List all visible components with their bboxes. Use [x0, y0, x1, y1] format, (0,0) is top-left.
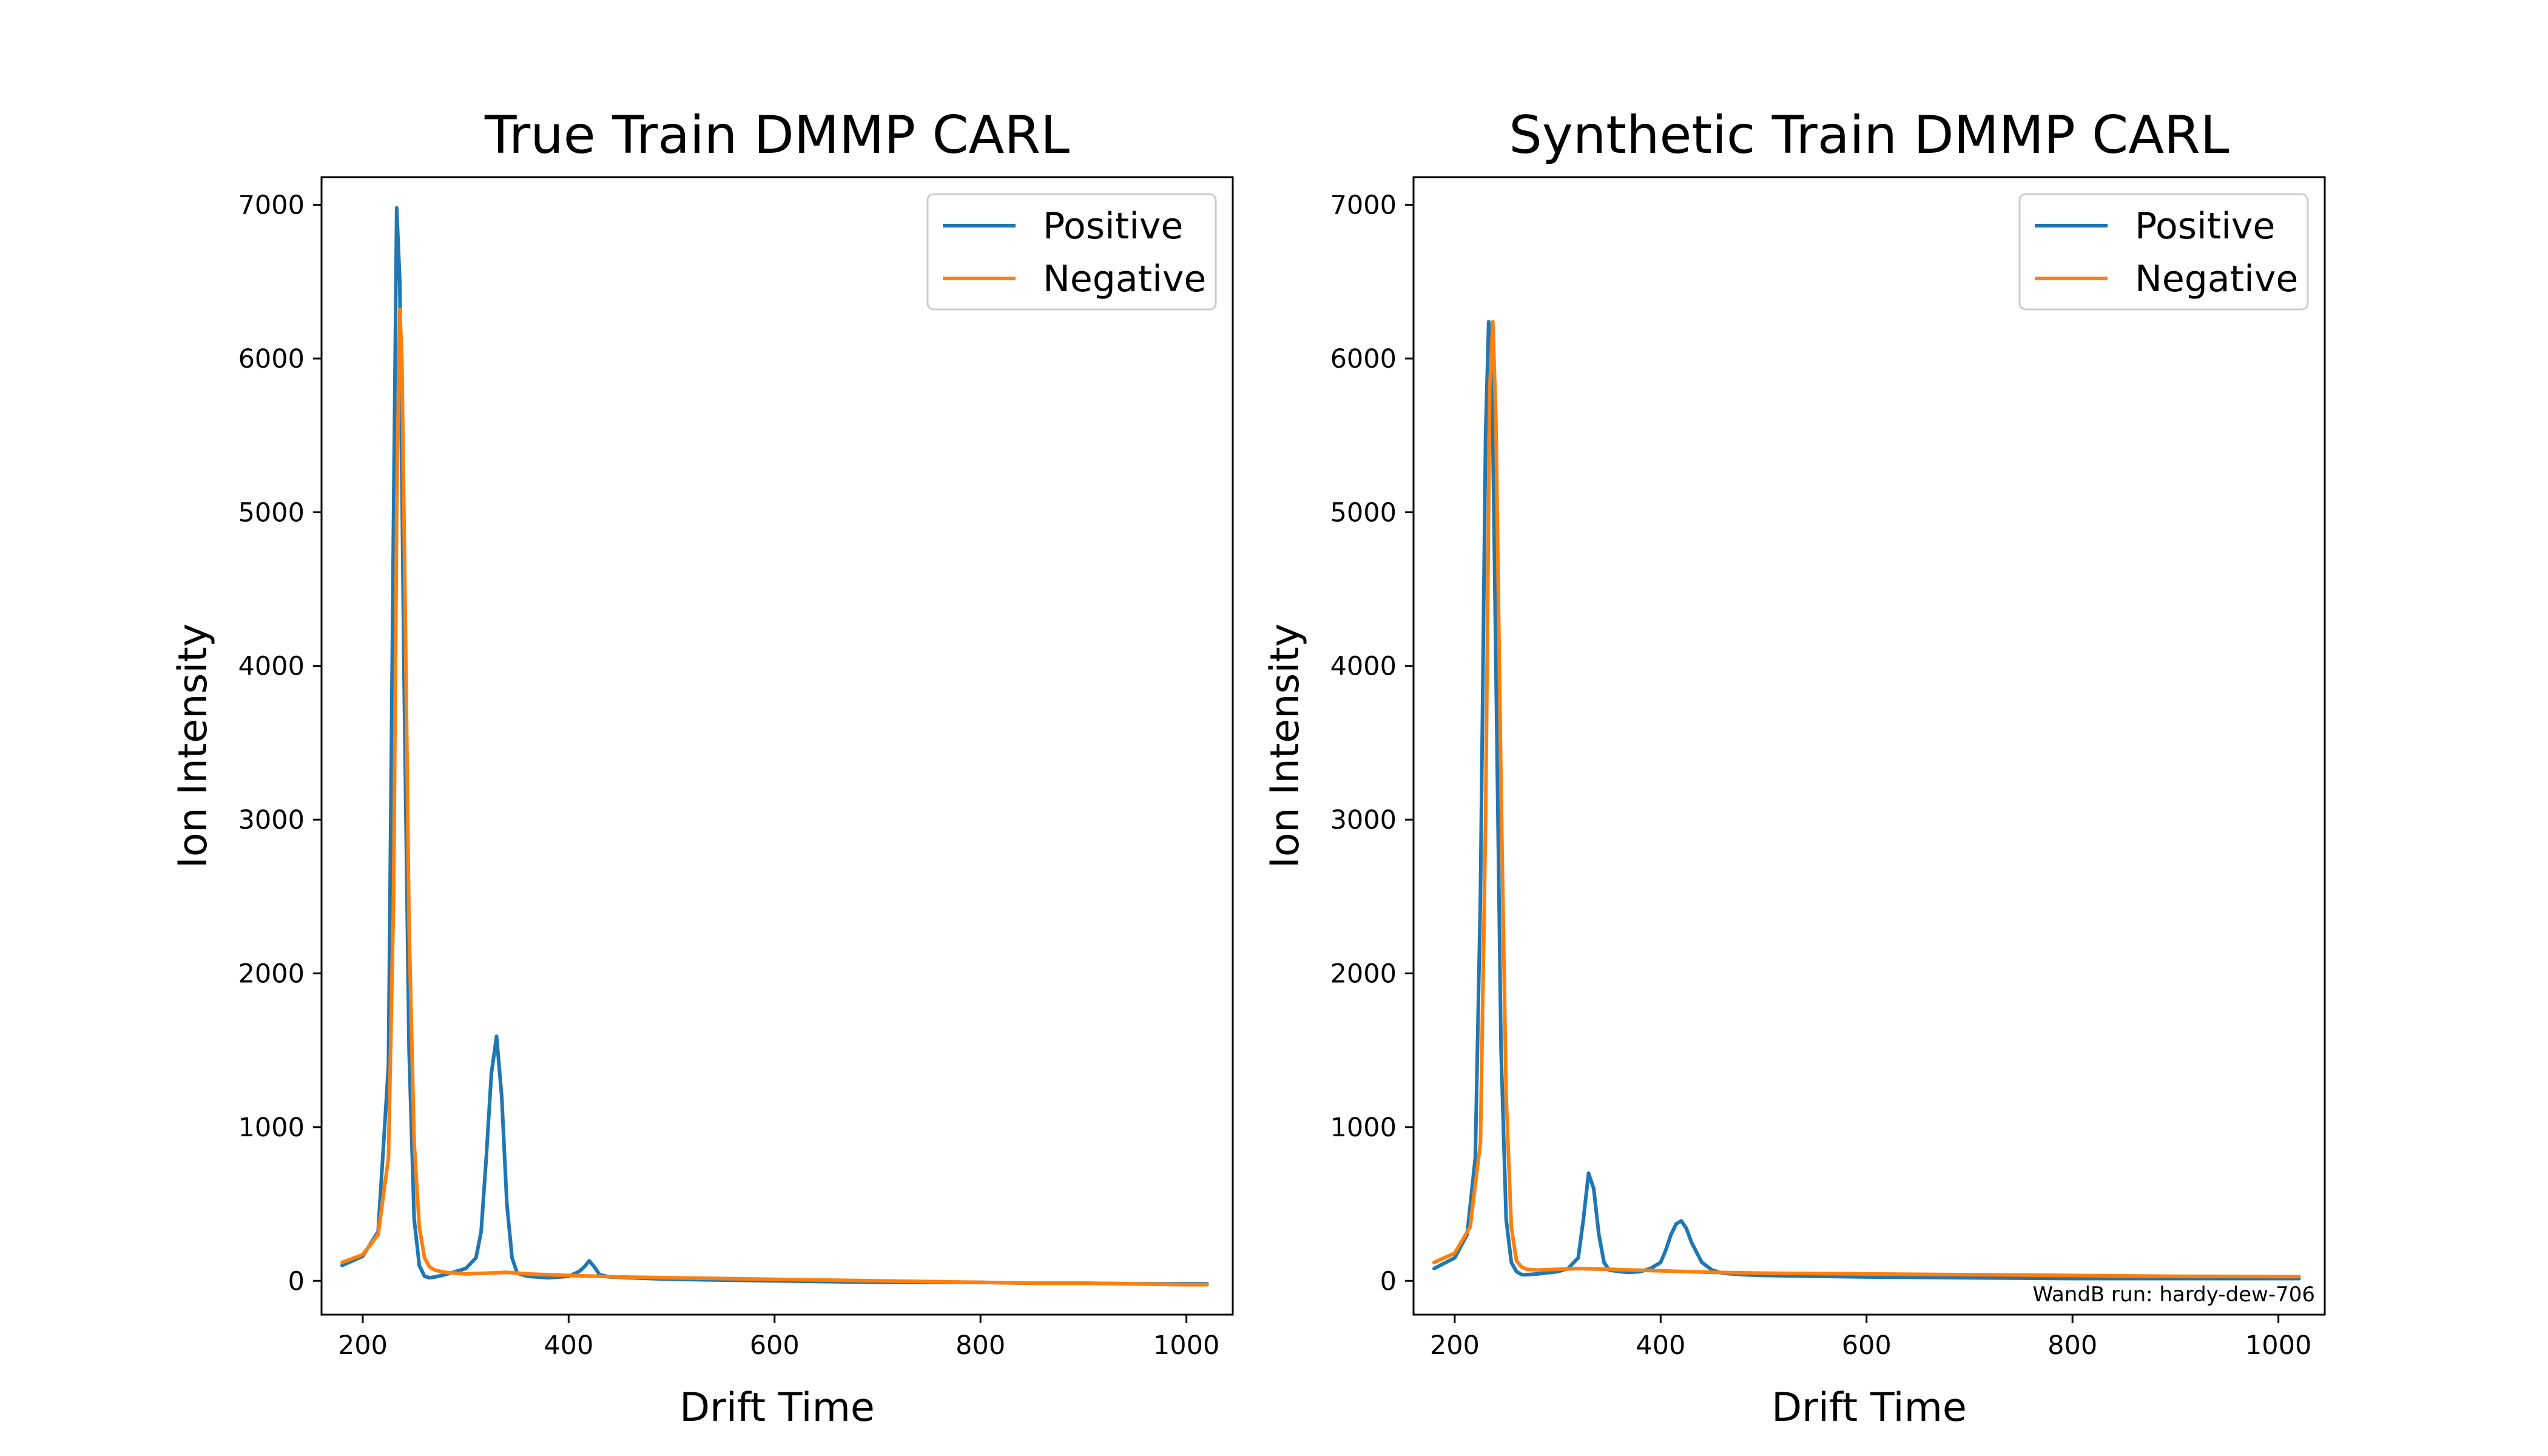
y-tick-label: 0	[1380, 1266, 1397, 1296]
legend-box	[926, 193, 1217, 311]
y-tick-label: 2000	[238, 959, 305, 989]
chart-title: Synthetic Train DMMP CARL	[1509, 105, 2230, 166]
chart-panel-1: True Train DMMP CARL 200 400 600 800 1000 0 100…	[170, 105, 1234, 1431]
x-tick-label: 200	[1430, 1330, 1480, 1361]
x-tick-label: 800	[2048, 1330, 2097, 1361]
y-tick-label: 5000	[1330, 497, 1397, 528]
x-tick-label: 800	[956, 1330, 1005, 1361]
plot-area	[320, 176, 1234, 1316]
chart-panel-2: Synthetic Train DMMP CARL 200 400 600 800 100…	[1262, 105, 2326, 1431]
x-tick-label: 400	[544, 1330, 593, 1361]
legend-label-negative: Negative	[1043, 258, 1206, 300]
y-tick-label: 0	[288, 1266, 305, 1296]
legend-label-positive: Positive	[2135, 205, 2275, 248]
run-annotation: WandB run: hardy-dew-706	[2033, 1282, 2316, 1307]
x-tick-label: 600	[750, 1330, 800, 1361]
y-tick-label: 2000	[1330, 959, 1397, 989]
x-tick-label: 400	[1636, 1330, 1685, 1361]
x-axis-label: Drift Time	[679, 1385, 875, 1431]
y-tick-label: 4000	[238, 652, 305, 682]
y-tick-label: 5000	[238, 497, 305, 528]
legend-label-positive: Positive	[1043, 205, 1183, 248]
y-tick-label: 1000	[238, 1113, 305, 1143]
y-tick-label: 4000	[1330, 652, 1397, 682]
x-tick-label: 600	[1842, 1330, 1892, 1361]
series-line-positive	[1432, 320, 2301, 1281]
series-line-negative	[1432, 320, 2301, 1279]
legend-label-negative: Negative	[2135, 258, 2298, 300]
y-tick-label: 6000	[1330, 344, 1397, 374]
y-tick-label: 3000	[1330, 805, 1397, 835]
y-axis-label: Ion Intensity	[170, 624, 216, 869]
legend: Positive Negative	[926, 193, 1217, 311]
legend-box	[2018, 193, 2309, 311]
y-tick-label: 7000	[1330, 190, 1397, 221]
y-axis-label: Ion Intensity	[1262, 624, 1308, 869]
x-axis-label: Drift Time	[1771, 1385, 1967, 1431]
x-tick-label: 1000	[2245, 1330, 2311, 1361]
series-line-negative	[340, 307, 1209, 1287]
y-tick-label: 1000	[1330, 1113, 1397, 1143]
x-tick-label: 1000	[1153, 1330, 1219, 1361]
x-tick-label: 200	[338, 1330, 388, 1361]
y-tick-label: 7000	[238, 190, 305, 221]
plot-area	[1412, 176, 2326, 1316]
chart-title: True Train DMMP CARL	[484, 105, 1070, 166]
y-tick-label: 6000	[238, 344, 305, 374]
legend: Positive Negative	[2018, 193, 2309, 311]
y-tick-label: 3000	[238, 805, 305, 835]
